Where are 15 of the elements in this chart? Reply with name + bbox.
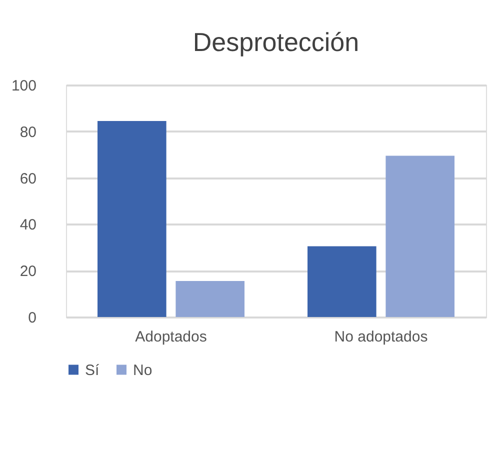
bar	[98, 120, 166, 317]
y-tick-label: 80	[20, 124, 36, 141]
y-tick-label: 0	[28, 310, 36, 326]
legend-label: Sí	[85, 362, 100, 379]
x-tick-label: No adoptados	[334, 328, 428, 346]
y-tick-label: 60	[20, 170, 36, 188]
legend-label: No	[133, 362, 152, 379]
y-tick-label: 40	[20, 216, 36, 234]
x-tick-label: Adoptados	[135, 328, 207, 346]
chart-title: Desprotección	[192, 27, 360, 57]
bar	[308, 246, 376, 317]
bar	[176, 281, 244, 317]
bar	[386, 156, 454, 317]
y-tick-label: 100	[11, 78, 36, 94]
y-tick-label: 20	[20, 263, 36, 280]
